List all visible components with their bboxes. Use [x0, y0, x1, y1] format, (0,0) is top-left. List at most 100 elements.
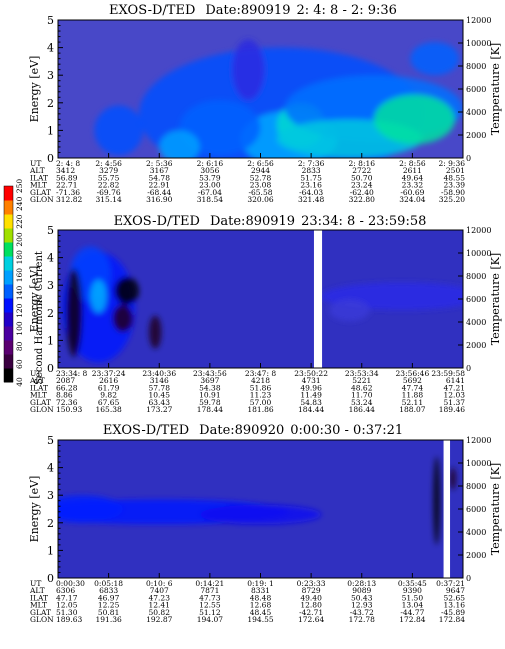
- y2-tick-label: 10000: [466, 39, 491, 48]
- orbit-cell: 10.91: [199, 391, 220, 400]
- y2-tick-label: 6000: [466, 85, 486, 94]
- orbit-cell: 52.65: [444, 593, 466, 602]
- colorbar-tick-label: 200: [15, 232, 24, 247]
- orbit-cell: 48.48: [250, 593, 272, 602]
- colorbar-tick-label: 120: [15, 303, 24, 318]
- orbit-cell: 23:40:36: [142, 369, 176, 378]
- orbit-cell: 172.64: [298, 615, 324, 624]
- orbit-cell: 46.97: [98, 593, 120, 602]
- orbit-cell: 10.45: [149, 391, 171, 400]
- orbit-cell: 59.78: [199, 398, 221, 407]
- orbit-cell: 0:05:18: [94, 579, 123, 588]
- orbit-cell: 186.44: [349, 405, 375, 414]
- y-tick-label: 4: [47, 252, 54, 265]
- orbit-cell: 11.70: [351, 391, 373, 400]
- orbit-cell: 2: 7:36: [298, 159, 325, 168]
- orbit-cell: 56.89: [56, 173, 78, 182]
- y-tick-label: 3: [47, 69, 54, 82]
- orbit-cell: -60.69: [400, 188, 424, 197]
- colorbar-tick-label: 40: [15, 377, 24, 387]
- colorbar-swatch: [4, 284, 13, 299]
- y-tick-label: 1: [47, 124, 54, 137]
- orbit-cell: 5692: [403, 376, 422, 385]
- orbit-row-label: ILAT: [30, 173, 48, 182]
- y2-tick-label: 6000: [466, 295, 486, 304]
- y2-tick-label: 6000: [466, 505, 486, 514]
- y2-tick-label: 10000: [466, 249, 491, 258]
- orbit-cell: 51.75: [300, 173, 322, 182]
- heatmap-blob: [329, 299, 370, 322]
- orbit-cell: 324.04: [399, 195, 425, 204]
- orbit-cell: 22.91: [149, 181, 170, 190]
- orbit-cell: 54.83: [300, 398, 322, 407]
- orbit-cell: 2: 8:16: [348, 159, 375, 168]
- colorbar-swatch: [4, 242, 13, 257]
- orbit-row-label: GLON: [30, 195, 54, 204]
- orbit-cell: 2: 5:36: [146, 159, 173, 168]
- orbit-cell: 47.74: [402, 383, 424, 392]
- orbit-cell: 2501: [446, 166, 465, 175]
- y-tick-label: 0: [47, 152, 54, 165]
- orbit-row-label: ILAT: [30, 593, 48, 602]
- orbit-cell: 48.55: [444, 173, 466, 182]
- colorbar-tick-label: 60: [15, 359, 24, 369]
- y2-tick-label: 8000: [466, 62, 486, 71]
- orbit-cell: -45.89: [441, 608, 465, 617]
- orbit-cell: 172.78: [349, 615, 375, 624]
- orbit-cell: 49.64: [402, 173, 424, 182]
- orbit-cell: 50.82: [149, 608, 171, 617]
- y-tick-label: 2: [47, 307, 54, 320]
- orbit-cell: 53.79: [199, 173, 221, 182]
- orbit-cell: 0:19: 1: [247, 579, 274, 588]
- orbit-cell: 0:23:33: [297, 579, 326, 588]
- orbit-row-label: MLT: [30, 391, 47, 400]
- orbit-row-label: UT: [30, 159, 41, 168]
- colorbar-swatch: [4, 270, 13, 285]
- colorbar-swatch: [4, 326, 13, 341]
- colorbar-label: Second Harmonic Current: [34, 251, 45, 385]
- orbit-cell: 7871: [200, 586, 219, 595]
- orbit-cell: 63.43: [149, 398, 171, 407]
- orbit-cell: 12.25: [98, 601, 120, 610]
- orbit-cell: 2616: [99, 376, 118, 385]
- orbit-cell: -67.04: [198, 188, 222, 197]
- colorbar-frame: [3, 185, 14, 383]
- y-tick-label: 1: [47, 544, 54, 557]
- orbit-cell: 12.55: [199, 601, 221, 610]
- heatmap-blob: [433, 456, 440, 545]
- orbit-cell: -65.58: [248, 188, 272, 197]
- orbit-cell: 23.16: [300, 181, 322, 190]
- orbit-cell: 47.17: [56, 593, 78, 602]
- orbit-cell: -68.44: [147, 188, 171, 197]
- colorbar-tick-label: 100: [15, 321, 24, 336]
- orbit-cell: 47.21: [444, 383, 465, 392]
- orbit-cell: 3697: [200, 376, 219, 385]
- orbit-cell: 13.04: [402, 601, 424, 610]
- panel-3-title: EXOS-D/TED Date:890920 0:00:30 - 0:37:21: [103, 423, 403, 438]
- colorbar: Second Harmonic Current 40 60 80 100 120 140 1…: [3, 179, 45, 387]
- orbit-cell: 172.84: [439, 615, 465, 624]
- orbit-cell: -43.72: [350, 608, 374, 617]
- y2-tick-label: 2000: [466, 341, 486, 350]
- y2-tick-label: 0: [466, 364, 471, 373]
- orbit-cell: 2087: [56, 376, 75, 385]
- orbit-row-label: ALT: [29, 376, 45, 385]
- orbit-cell: 22.82: [98, 181, 120, 190]
- orbit-cell: 23.00: [199, 181, 221, 190]
- orbit-row-label: GLAT: [30, 188, 51, 197]
- y-tick-label: 0: [47, 362, 54, 375]
- orbit-cell: 9390: [403, 586, 422, 595]
- colorbar-tick-label: 140: [15, 286, 24, 301]
- y2-axis-label: Temperature [K]: [489, 253, 502, 345]
- orbit-cell: 23:56:46: [396, 369, 430, 378]
- orbit-cell: 11.23: [250, 391, 272, 400]
- orbit-row-label: ALT: [29, 166, 45, 175]
- orbit-cell: 0:10: 6: [146, 579, 173, 588]
- y-tick-label: 1: [47, 334, 54, 347]
- y-tick-label: 0: [47, 572, 54, 585]
- orbit-cell: 318.54: [197, 195, 223, 204]
- panel-2-heatmap: [58, 230, 463, 368]
- heatmap-blob: [149, 315, 162, 349]
- orbit-cell: 2: 8:56: [399, 159, 426, 168]
- orbit-cell: 51.37: [444, 398, 466, 407]
